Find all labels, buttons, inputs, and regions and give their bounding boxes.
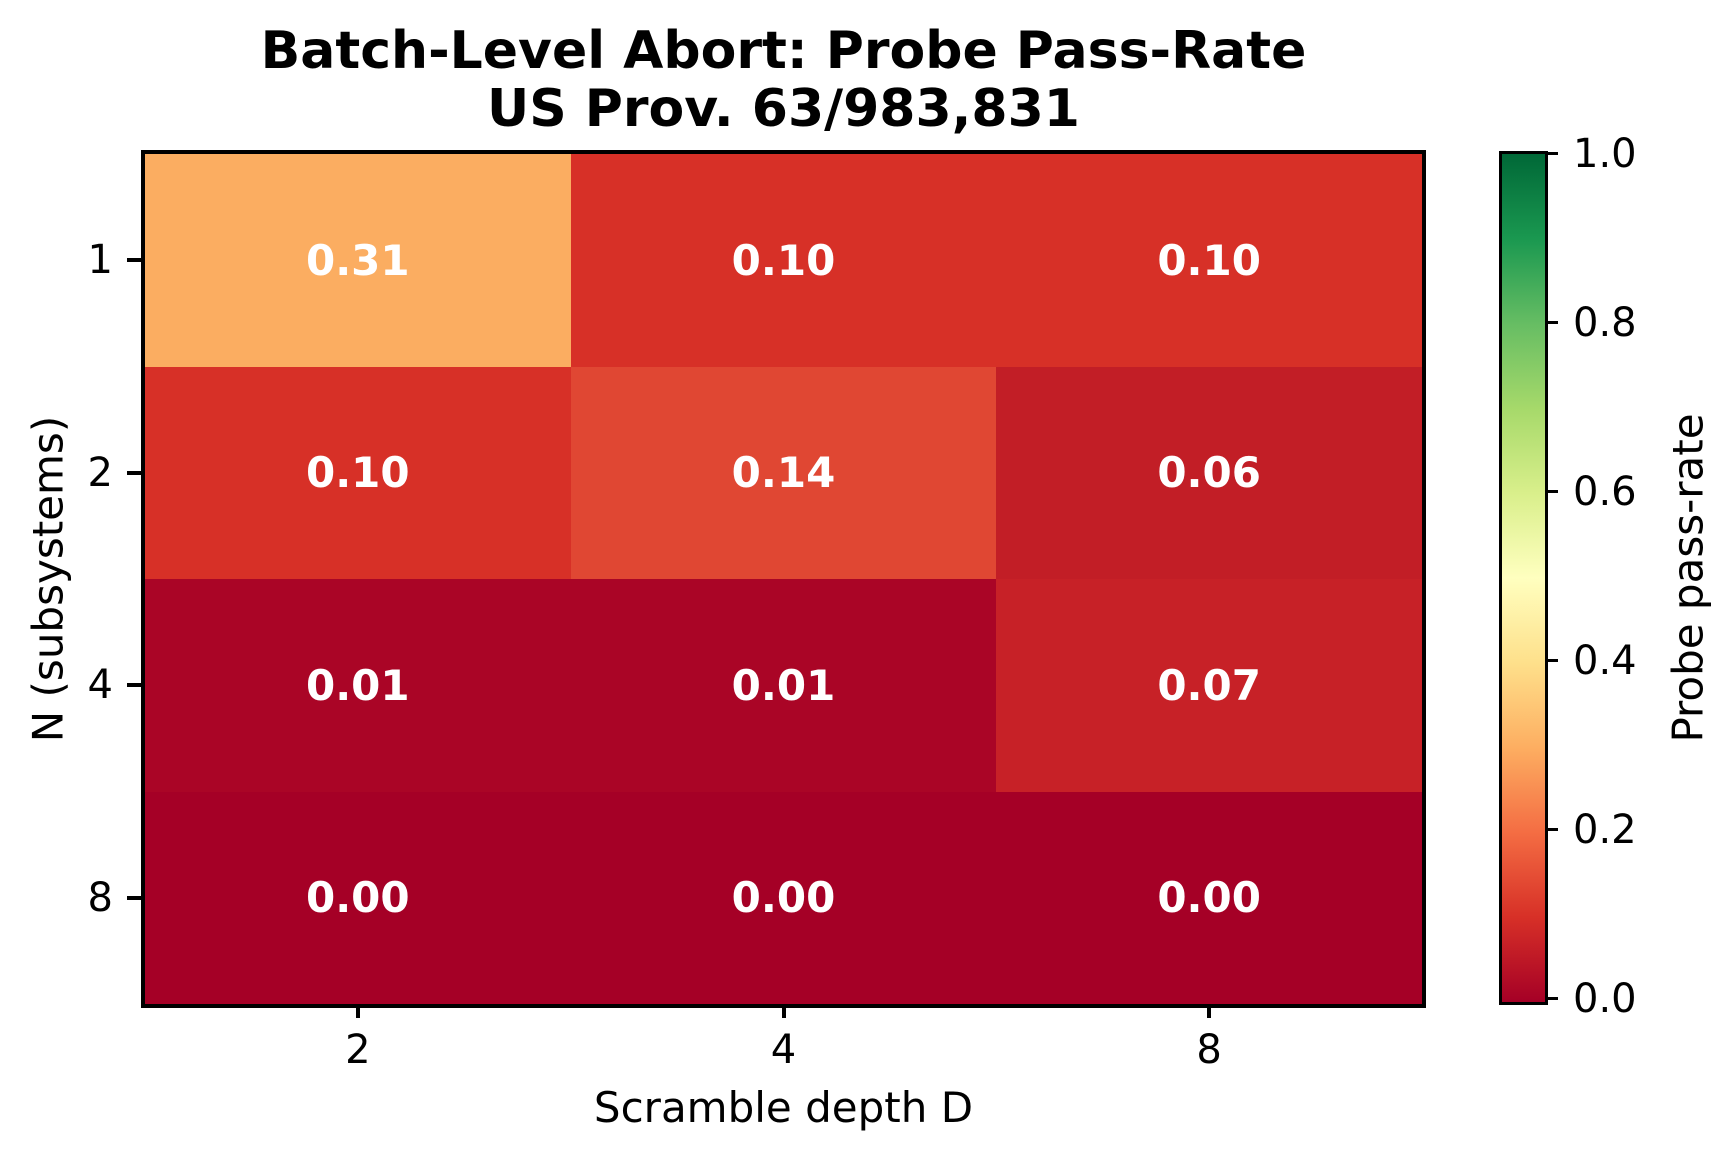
heatmap-cell: 0.06 xyxy=(996,366,1422,579)
cell-value: 0.00 xyxy=(731,873,836,923)
heatmap-cell: 0.10 xyxy=(145,366,571,579)
colorbar-tick-label: 0.2 xyxy=(1573,807,1637,853)
cell-value: 0.06 xyxy=(1157,448,1261,498)
heatmap-cell: 0.10 xyxy=(996,154,1422,367)
colorbar-tick-mark xyxy=(1545,997,1558,1000)
heatmap: 0.31 0.10 0.10 0.10 0.14 0.06 0.01 0.01 0.07 0.00… xyxy=(141,150,1426,1008)
y-tick-mark xyxy=(127,470,141,475)
y-tick-mark xyxy=(127,895,141,900)
heatmap-cell: 0.31 xyxy=(145,154,571,367)
cell-value: 0.01 xyxy=(306,660,410,710)
y-tick-mark xyxy=(127,258,141,263)
heatmap-cell: 0.00 xyxy=(996,791,1422,1004)
cell-value: 0.31 xyxy=(306,235,410,285)
chart-title: Batch-Level Abort: Probe Pass-Rate US Pr… xyxy=(141,21,1426,140)
colorbar-tick-mark xyxy=(1545,490,1558,493)
x-tick-label: 4 xyxy=(770,1027,797,1073)
y-tick-label: 4 xyxy=(87,662,113,709)
y-tick-label: 1 xyxy=(87,237,113,284)
colorbar-tick-mark xyxy=(1545,828,1558,831)
colorbar-tick-label: 0.8 xyxy=(1573,300,1637,346)
x-axis-label: Scramble depth D xyxy=(593,1083,974,1132)
cell-value: 0.10 xyxy=(306,448,410,498)
x-tick-label: 2 xyxy=(345,1027,371,1073)
colorbar-tick-label: 0.6 xyxy=(1573,469,1637,515)
colorbar-label: Probe pass-rate xyxy=(1663,413,1713,743)
x-tick-label: 8 xyxy=(1196,1027,1222,1073)
heatmap-cell: 0.01 xyxy=(145,579,571,792)
cell-value: 0.00 xyxy=(1157,873,1261,923)
y-tick-label: 2 xyxy=(87,449,113,496)
cell-value: 0.00 xyxy=(306,873,410,923)
cell-value: 0.01 xyxy=(731,660,836,710)
chart-title-line1: Batch-Level Abort: Probe Pass-Rate xyxy=(260,21,1307,81)
colorbar-tick-label: 0.4 xyxy=(1573,638,1637,684)
y-tick-label: 8 xyxy=(87,874,113,921)
chart-title-line2: US Prov. 63/983,831 xyxy=(487,79,1080,140)
x-tick-mark xyxy=(355,1004,360,1018)
heatmap-cell: 0.10 xyxy=(570,154,997,367)
colorbar-tick-mark xyxy=(1545,659,1558,662)
colorbar-tick-mark xyxy=(1545,321,1558,324)
colorbar xyxy=(1499,151,1548,1005)
heatmap-cell: 0.01 xyxy=(570,579,997,792)
colorbar-tick-label: 1.0 xyxy=(1573,131,1637,177)
cell-value: 0.14 xyxy=(731,448,836,498)
x-tick-mark xyxy=(1207,1004,1212,1018)
heatmap-cell: 0.14 xyxy=(570,366,997,579)
colorbar-tick-label: 0.0 xyxy=(1573,976,1637,1022)
colorbar-tick-mark xyxy=(1545,152,1558,155)
heatmap-cell: 0.00 xyxy=(145,791,571,1004)
heatmap-cell: 0.00 xyxy=(570,791,997,1004)
cell-value: 0.07 xyxy=(1157,660,1261,710)
heatmap-cell: 0.07 xyxy=(996,579,1422,792)
y-tick-mark xyxy=(127,683,141,688)
cell-value: 0.10 xyxy=(731,235,836,285)
cell-value: 0.10 xyxy=(1157,235,1261,285)
x-tick-mark xyxy=(781,1004,786,1018)
